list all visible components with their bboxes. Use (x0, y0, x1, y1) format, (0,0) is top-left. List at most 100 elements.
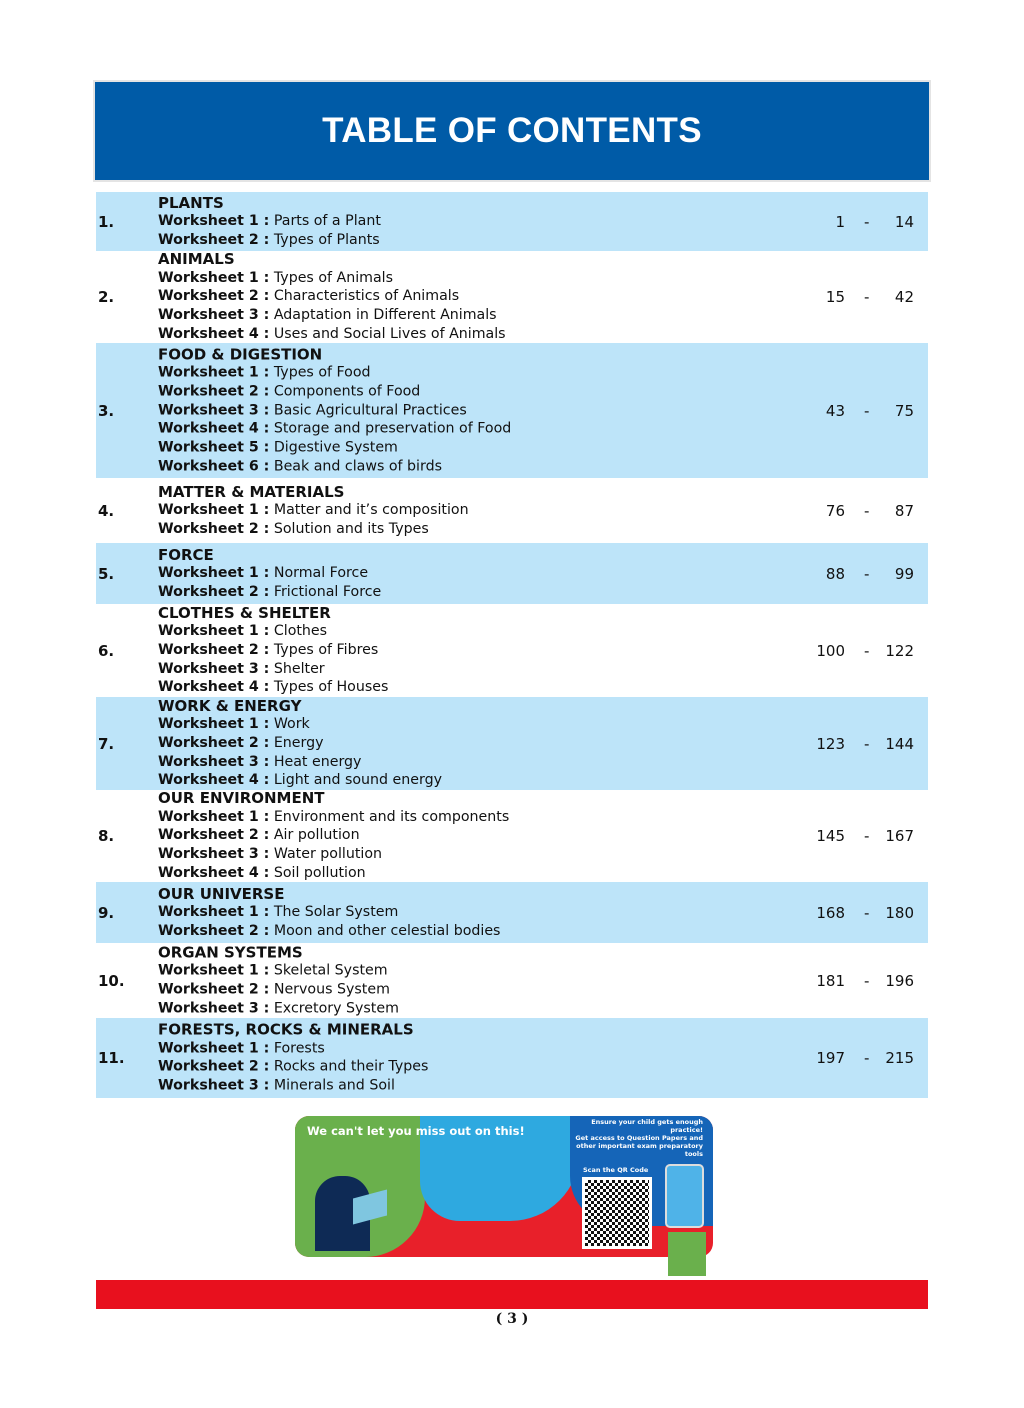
worksheet-entry: Worksheet 2 : Moon and other celestial b… (158, 922, 500, 941)
worksheet-label: Worksheet 1 : (158, 904, 270, 921)
worksheet-name: Frictional Force (273, 583, 382, 600)
page-end: 167 (885, 827, 914, 845)
worksheet-name: Uses and Social Lives of Animals (273, 326, 506, 343)
chapter-title: FOOD & DIGESTION (158, 345, 323, 364)
worksheet-entry: Worksheet 2 : Solution and its Types (158, 520, 469, 539)
worksheet-label: Worksheet 4 : (158, 772, 270, 789)
worksheet-entry: Worksheet 1 : Types of Food (158, 364, 511, 383)
worksheet-label: Worksheet 2 : (158, 1059, 270, 1075)
page-separator: - (864, 903, 870, 922)
worksheet-entry: Worksheet 1 : Forests (158, 1039, 428, 1058)
worksheet-entry: Worksheet 4 : Uses and Social Lives of A… (158, 325, 506, 344)
worksheet-name: Energy (273, 735, 324, 752)
toc-row[interactable]: 11. FORESTS, ROCKS & MINERALS Worksheet 1… (96, 1018, 928, 1098)
toc-row[interactable]: 10. ORGAN SYSTEMS Worksheet 1 : Skeletal … (96, 943, 928, 1018)
worksheet-name: Minerals and Soil (273, 1077, 395, 1094)
worksheet-entry: Worksheet 2 : Frictional Force (158, 583, 381, 602)
page-separator: - (864, 641, 870, 660)
worksheet-name: Water pollution (273, 846, 383, 863)
toc-header: TABLE OF CONTENTS (95, 82, 929, 180)
page-end: 180 (885, 903, 914, 922)
toc-row[interactable]: 4. MATTER & MATERIALS Worksheet 1 : Matte… (96, 478, 928, 543)
worksheet-entry: Worksheet 3 : Shelter (158, 660, 388, 679)
worksheet-label: Worksheet 2 : (158, 922, 270, 939)
worksheet-name: Solution and its Types (273, 520, 429, 537)
worksheet-entry: Worksheet 4 : Types of Houses (158, 679, 388, 698)
toc-table: 1. PLANTS Worksheet 1 : Parts of a Plant W… (96, 192, 928, 1098)
worksheet-label: Worksheet 3 : (158, 753, 270, 770)
chapter-title: FORCE (158, 545, 214, 564)
worksheet-entry: Worksheet 2 : Air pollution (158, 827, 509, 846)
chapter-title: ORGAN SYSTEMS (158, 943, 303, 962)
page-start: 1 (835, 212, 845, 231)
toc-row[interactable]: 7. WORK & ENERGY Worksheet 1 : Work Worksh… (96, 697, 928, 790)
worksheet-label: Worksheet 1 : (158, 364, 270, 381)
page-start: 197 (816, 1049, 845, 1067)
worksheet-name: Excretory System (273, 1000, 399, 1017)
worksheet-name: Environment and its components (273, 808, 510, 825)
page-start: 168 (816, 903, 845, 922)
worksheet-label: Worksheet 3 : (158, 1000, 270, 1017)
worksheet-name: Soil pollution (273, 865, 366, 882)
worksheet-label: Worksheet 1 : (158, 808, 270, 825)
worksheet-name: Skeletal System (273, 962, 388, 979)
worksheet-name: Work (273, 716, 310, 733)
chapter-number: 3. (98, 401, 115, 420)
worksheet-entry: Worksheet 1 : Clothes (158, 622, 388, 641)
toc-row[interactable]: 1. PLANTS Worksheet 1 : Parts of a Plant W… (96, 192, 928, 251)
worksheet-entry: Worksheet 2 : Nervous System (158, 981, 399, 1000)
worksheet-entry: Worksheet 4 : Light and sound energy (158, 772, 442, 791)
worksheet-entry: Worksheet 5 : Digestive System (158, 439, 511, 458)
worksheet-name: Clothes (273, 623, 328, 640)
worksheet-entry: Worksheet 2 : Types of Plants (158, 231, 381, 250)
worksheet-label: Worksheet 2 : (158, 383, 270, 400)
worksheet-label: Worksheet 1 : (158, 502, 270, 519)
worksheet-name: Light and sound energy (273, 772, 442, 789)
worksheet-label: Worksheet 3 : (158, 402, 270, 419)
worksheet-label: Worksheet 6 : (158, 458, 270, 475)
chapter-number: 1. (98, 212, 115, 231)
worksheet-name: Shelter (273, 660, 325, 677)
page-separator: - (864, 212, 870, 231)
worksheet-entry: Worksheet 1 : Normal Force (158, 564, 381, 583)
worksheet-name: Forests (273, 1040, 325, 1057)
page-separator: - (864, 971, 870, 990)
page-start: 43 (825, 401, 845, 420)
chapter-title: MATTER & MATERIALS (158, 482, 345, 501)
qr-code[interactable] (582, 1177, 652, 1249)
worksheet-name: Air pollution (273, 827, 360, 844)
worksheet-label: Worksheet 5 : (158, 439, 270, 456)
study-icons-pattern (420, 1116, 580, 1221)
chapter-title: CLOTHES & SHELTER (158, 603, 331, 622)
toc-row[interactable]: 9. OUR UNIVERSE Worksheet 1 : The Solar S… (96, 882, 928, 943)
worksheet-entry: Worksheet 2 : Rocks and their Types (158, 1058, 428, 1077)
toc-row[interactable]: 2. ANIMALS Worksheet 1 : Types of Animals… (96, 250, 928, 344)
worksheet-entry: Worksheet 2 : Characteristics of Animals (158, 288, 506, 307)
worksheet-name: Types of Food (273, 364, 371, 381)
worksheet-label: Worksheet 4 : (158, 326, 270, 343)
worksheet-label: Worksheet 3 : (158, 1077, 270, 1094)
chapter-number: 6. (98, 641, 115, 660)
toc-row[interactable]: 8. OUR ENVIRONMENT Worksheet 1 : Environm… (96, 789, 928, 883)
worksheet-name: Moon and other celestial bodies (273, 922, 501, 939)
worksheet-entry: Worksheet 3 : Minerals and Soil (158, 1077, 428, 1096)
hand-illustration (668, 1232, 706, 1276)
chapter-title: ANIMALS (158, 250, 235, 269)
page-end: 122 (885, 641, 914, 660)
toc-row[interactable]: 3. FOOD & DIGESTION Worksheet 1 : Types o… (96, 343, 928, 478)
worksheet-label: Worksheet 2 : (158, 520, 270, 537)
worksheet-entry: Worksheet 3 : Basic Agricultural Practic… (158, 401, 511, 420)
worksheet-label: Worksheet 4 : (158, 420, 270, 437)
worksheet-entry: Worksheet 4 : Soil pollution (158, 864, 509, 883)
worksheet-name: Heat energy (273, 753, 362, 770)
chapter-title: PLANTS (158, 193, 224, 212)
toc-row[interactable]: 5. FORCE Worksheet 1 : Normal Force Worksh… (96, 543, 928, 604)
worksheet-label: Worksheet 1 : (158, 623, 270, 640)
page-separator: - (864, 401, 870, 420)
toc-row[interactable]: 6. CLOTHES & SHELTER Worksheet 1 : Clothe… (96, 604, 928, 697)
worksheet-name: Digestive System (273, 439, 398, 456)
worksheet-entry: Worksheet 1 : Types of Animals (158, 269, 506, 288)
worksheet-name: Storage and preservation of Food (273, 420, 512, 437)
promo-banner[interactable]: We can't let you miss out on this! Ensur… (295, 1116, 713, 1257)
worksheet-entry: Worksheet 4 : Storage and preservation o… (158, 420, 511, 439)
